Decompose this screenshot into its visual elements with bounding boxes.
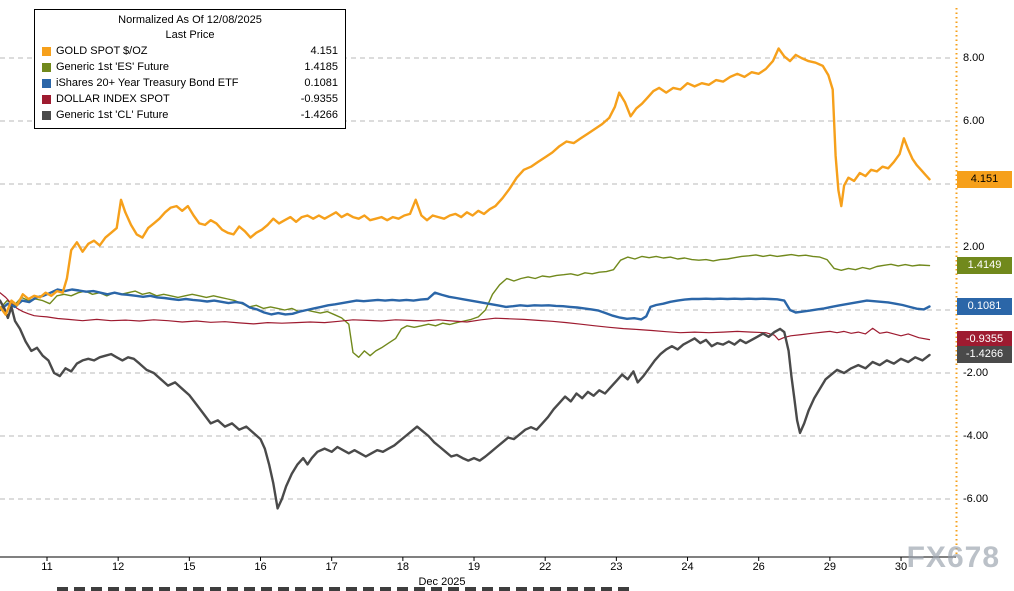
legend-item-tlt: iShares 20+ Year Treasury Bond ETF 0.1081 <box>42 75 338 91</box>
y-axis-tick-label: -4.00 <box>963 430 989 442</box>
y-axis-tick-label: 2.00 <box>963 241 985 253</box>
series-line-dxy <box>0 292 931 341</box>
price-tag-tlt: 0.1081 <box>957 298 1012 316</box>
series-line-gold <box>0 47 931 316</box>
x-axis-tick-label: 12 <box>112 561 125 573</box>
x-axis-tick-label: 11 <box>41 561 53 573</box>
legend-subtitle: Last Price <box>165 29 215 41</box>
price-tag-dxy: -0.9355 <box>957 330 1012 348</box>
y-axis-tick-label: 6.00 <box>963 115 985 127</box>
legend-item-value: -1.4266 <box>300 109 338 121</box>
y-axis-tick-label: -2.00 <box>963 367 989 379</box>
x-axis-tick-label: 23 <box>610 561 623 573</box>
legend-item-value: 4.151 <box>310 45 338 57</box>
legend-items: GOLD SPOT $/OZ 4.151 Generic 1st 'ES' Futu… <box>42 43 338 123</box>
x-axis-tick-label: 16 <box>254 561 267 573</box>
x-axis-tick-label: 17 <box>325 561 338 573</box>
watermark: FX678 <box>906 541 1000 574</box>
y-axis-tick-label: 8.00 <box>963 52 985 64</box>
price-tag-es: 1.4149 <box>957 256 1012 274</box>
legend-item-label: iShares 20+ Year Treasury Bond ETF <box>56 77 239 89</box>
legend-item-es: Generic 1st 'ES' Future 1.4185 <box>42 59 338 75</box>
x-axis-tick-label: 30 <box>894 561 908 573</box>
x-axis-tick-label: 26 <box>752 561 765 573</box>
legend-item-gold: GOLD SPOT $/OZ 4.151 <box>42 43 338 59</box>
x-axis-title: Dec 2025 <box>418 576 466 588</box>
legend-item-label: Generic 1st 'ES' Future <box>56 61 170 73</box>
legend-item-label: DOLLAR INDEX SPOT <box>56 93 170 105</box>
legend-swatch-es <box>42 62 51 72</box>
legend-swatch-gold <box>42 46 51 56</box>
legend-item-label: Generic 1st 'CL' Future <box>56 109 169 121</box>
legend-item-dxy: DOLLAR INDEX SPOT -0.9355 <box>42 91 338 107</box>
series-line-tlt <box>0 288 931 321</box>
legend-item-value: -0.9355 <box>300 93 338 105</box>
legend-swatch-dxy <box>42 94 51 104</box>
legend-box: Normalized As Of 12/08/2025 Last Price G… <box>34 9 346 129</box>
series-line-cl <box>0 299 931 510</box>
price-tag-cl: -1.4266 <box>957 346 1012 364</box>
legend-title: Normalized As Of 12/08/2025 <box>118 14 262 26</box>
x-axis-tick-label: 29 <box>823 561 836 573</box>
x-axis-tick-label: 24 <box>681 561 694 573</box>
x-axis-tick-label: 18 <box>396 561 409 573</box>
legend-item-cl: Generic 1st 'CL' Future -1.4266 <box>42 107 338 123</box>
legend-item-value: 1.4185 <box>304 61 338 73</box>
x-axis-tick-label: 19 <box>467 561 481 573</box>
legend-swatch-cl <box>42 110 51 120</box>
series-line-es <box>0 253 931 358</box>
x-axis-tick-label: 15 <box>183 561 196 573</box>
legend-item-value: 0.1081 <box>304 77 338 89</box>
x-axis-tick-label: 22 <box>539 561 552 573</box>
clipped-text-strip <box>57 587 632 591</box>
price-tag-gold: 4.151 <box>957 170 1012 188</box>
legend-swatch-tlt <box>42 78 51 88</box>
y-axis-tick-label: -6.00 <box>963 493 989 505</box>
legend-item-label: GOLD SPOT $/OZ <box>56 45 148 57</box>
